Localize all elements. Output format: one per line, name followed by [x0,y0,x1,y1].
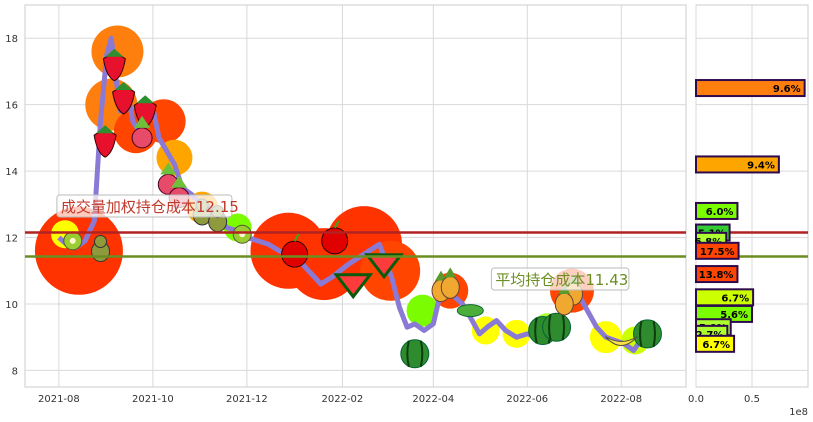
apple-stem-icon [293,233,300,242]
radish-leaf-icon [160,162,177,175]
distribution-bar-label: 9.6% [773,84,801,95]
peapod-icon [456,304,484,318]
distribution-bar-label: 9.4% [747,160,775,171]
side-x-multiplier: 1e8 [789,407,808,418]
y-tick-label: 12 [5,234,18,245]
x-tick-label: 2021-08 [38,394,80,405]
distribution-bar-label: 5.6% [720,310,748,321]
pineapple-leaf-icon [444,267,457,278]
distribution-bar-label: 6.7% [702,340,730,351]
distribution-bar-label: 6.7% [721,293,749,304]
grid [25,5,808,387]
x-tick-label: 2021-12 [226,394,268,405]
apple-stem-icon [333,220,340,229]
watermelon-icon [400,339,430,369]
distribution-bar [695,79,806,98]
pineapple-icon [440,275,460,299]
pear-top-icon [93,234,107,248]
y-tick-label: 16 [5,101,18,112]
x-tick-label: 2022-08 [600,394,642,405]
x-tick-label: 2022-02 [322,394,364,405]
watermelon-icon [542,312,572,342]
reference-label-box [56,194,233,218]
distribution-bar-label: 6.0% [706,207,734,218]
radish-leaf-icon [171,175,188,188]
pineapple-leaf-icon [435,270,448,281]
distribution-bars: 9.6%9.4%6.0%5.1%6.8%17.5%13.8%6.7%5.6%5.… [695,79,806,353]
reference-lines: 成交量加权持仓成本12.15 平均持仓成本11.43 [25,194,808,291]
distribution-bar [695,201,739,220]
strawberry-leaf-icon [105,48,124,57]
x-tick-label: 2021-10 [132,394,174,405]
watermelon-stripe-icon [406,340,424,368]
watermelon-stripe-icon [548,313,566,341]
side-x-tick-label: 0.5 [744,394,760,405]
axis-labels: 8 10 12 14 16 18 2021-08 2021-10 2021-12 2022-02 2… [5,34,808,418]
distribution-bar [695,265,739,284]
strawberry-leaf-icon [96,125,115,134]
x-tick-label: 2022-04 [412,394,454,405]
watermelon-slice-icon [333,273,374,300]
reference-label: 成交量加权持仓成本12.15 [61,198,239,216]
distribution-bar-label: 13.8% [699,270,734,281]
watermelon-icon [632,319,662,349]
volume-blob [406,294,439,327]
side-x-tick-label: 0.0 [688,394,704,405]
distribution-bar-label: 17.5% [700,247,735,258]
volume-blob [502,319,531,348]
watermelon-slice-icon [363,253,405,280]
x-tick-label: 2022-06 [506,394,548,405]
distribution-bar [695,241,740,260]
y-tick-label: 14 [5,167,18,178]
reference-label-box [490,267,630,291]
fruit-markers [63,48,662,369]
y-tick-label: 10 [5,300,18,311]
y-tick-label: 8 [12,366,18,377]
kiwi-core-icon [69,237,76,244]
strawberry-leaf-icon [136,95,155,104]
reference-label: 平均持仓成本11.43 [495,271,628,289]
distribution-bar [695,155,780,174]
distribution-bar [695,334,736,353]
watermelon-stripe-icon [638,320,656,348]
radish-icon [131,127,153,149]
pineapple-icon [554,292,574,316]
banana-icon [604,336,638,346]
radish-leaf-icon [134,115,151,128]
y-tick-label: 18 [5,34,18,45]
apple-icon [281,240,309,268]
strawberry-leaf-icon [114,82,133,91]
